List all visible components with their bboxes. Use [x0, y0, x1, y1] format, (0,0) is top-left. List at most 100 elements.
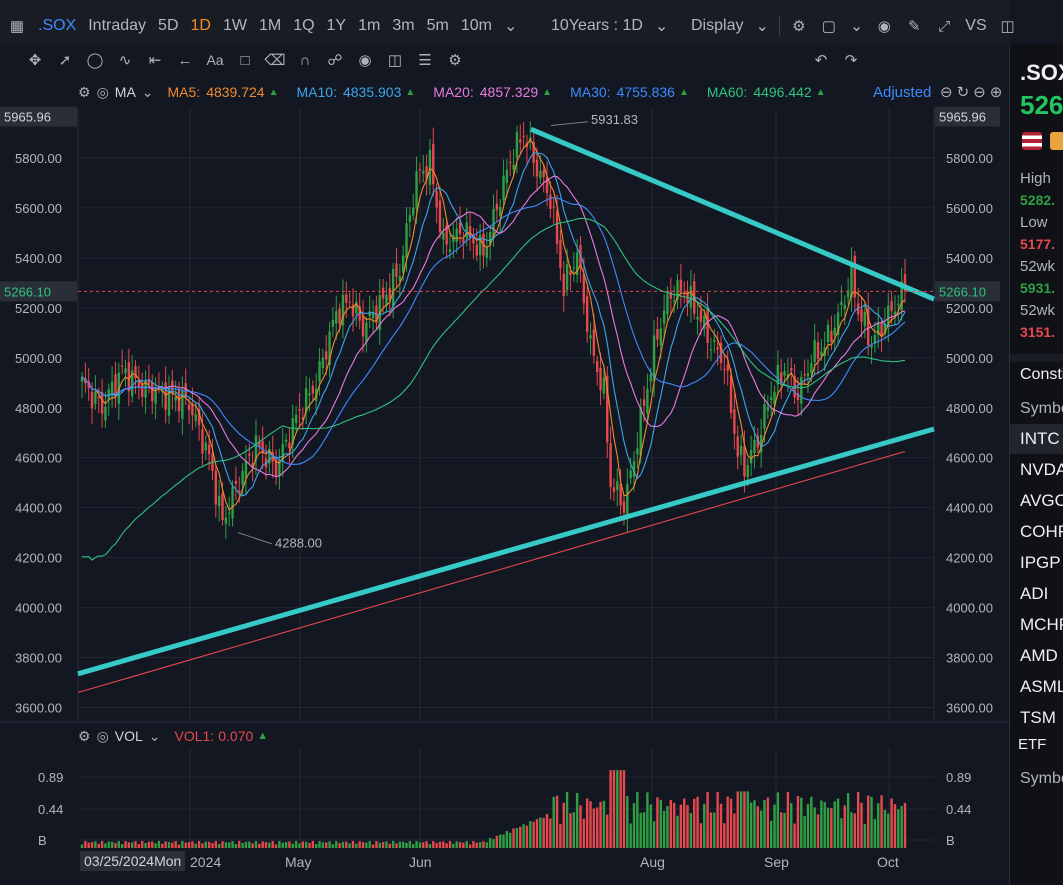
price-axis-tick-left: 5800.00	[15, 151, 62, 166]
etf-tab[interactable]: ETF	[1018, 736, 1047, 753]
candle-body	[120, 365, 124, 367]
constituent-row[interactable]: COHR	[1020, 522, 1063, 541]
candle-body	[408, 215, 412, 222]
trash-icon[interactable]: ◫	[387, 52, 403, 69]
wave-tool-icon[interactable]: ∿	[118, 52, 132, 69]
volume-bar	[488, 838, 492, 848]
settings-icon[interactable]: ⚙	[78, 727, 91, 744]
circle-tool-icon[interactable]: ◯	[86, 52, 104, 69]
settings-icon[interactable]: ⚙	[78, 83, 91, 100]
layers-icon[interactable]: ☰	[418, 52, 432, 69]
range-selector[interactable]: 10Years : 1D	[551, 17, 643, 34]
chevron-down-icon[interactable]: ⌄	[755, 18, 769, 35]
pencil-icon[interactable]: ✎	[907, 18, 921, 35]
volume-bar	[495, 835, 499, 848]
zoom-in-icon[interactable]: ⊕	[989, 84, 1003, 101]
panel-toggle-icon[interactable]: ◫	[1000, 18, 1015, 35]
interval-1m[interactable]: 1M	[258, 17, 282, 34]
restore-icon[interactable]: ↻	[956, 84, 970, 101]
chevron-down-icon[interactable]: ⌄	[148, 727, 161, 744]
undo-icon[interactable]: ↶	[814, 52, 828, 69]
symbol-column-header-2[interactable]: Symbo	[1020, 770, 1063, 787]
settings-icon[interactable]: ⚙	[448, 52, 462, 69]
constituent-row[interactable]: AMD	[1020, 646, 1058, 665]
volume-bar	[693, 798, 696, 848]
interval-5d[interactable]: 5D	[158, 17, 179, 34]
quote-side-panel: .SOX 526 High 5282. Low 5177. 52wk 5931.…	[1009, 44, 1063, 885]
constituent-row[interactable]: NVDA	[1020, 460, 1063, 479]
settings-icon[interactable]: ⚙	[792, 18, 806, 35]
constituent-row[interactable]: IPGP	[1020, 553, 1061, 572]
symbol-column-header[interactable]: Symbo	[1020, 400, 1063, 417]
plot-area[interactable]	[78, 108, 934, 720]
candle-body	[137, 381, 141, 388]
volume-bar	[425, 841, 428, 848]
candle-body	[826, 324, 830, 343]
candle-body	[509, 162, 512, 164]
camera-icon[interactable]: ◉	[877, 18, 891, 35]
constituent-row[interactable]: INTC	[1010, 424, 1063, 454]
display-button[interactable]: Display	[691, 17, 744, 34]
interval-5m[interactable]: 5m	[426, 17, 449, 34]
support-trendline[interactable]	[77, 426, 935, 677]
interval-1w[interactable]: 1W	[222, 17, 247, 34]
text-tool-icon[interactable]: Aa	[206, 52, 224, 68]
volume-axis-tick-left: B	[38, 833, 47, 848]
volume-bar	[606, 814, 609, 848]
interval-intraday[interactable]: Intraday	[88, 17, 147, 34]
constituent-row[interactable]: TSM	[1020, 708, 1056, 727]
volume-bar	[378, 842, 381, 848]
symbol-selector[interactable]: .SOX	[38, 17, 77, 34]
price-chart[interactable]: 5800.00 5800.00 5600.00 5600.00 5400.00 5400.…	[0, 0, 1009, 885]
candle-body	[288, 442, 291, 449]
zoom-out-icon[interactable]: ⊖	[973, 84, 986, 101]
arrow-tool-icon[interactable]: ←	[177, 51, 193, 69]
alert-icon[interactable]	[1050, 132, 1063, 150]
volume-bar	[676, 815, 679, 848]
constituent-row[interactable]: ADI	[1020, 584, 1049, 603]
constituent-row[interactable]: ASML	[1020, 677, 1063, 696]
indicator-type[interactable]: MA	[114, 84, 136, 100]
chevron-down-icon[interactable]: ⌄	[849, 18, 864, 35]
move-icon[interactable]: ✥	[28, 52, 42, 69]
interval-1d[interactable]: 1D	[190, 17, 211, 34]
chevron-down-icon[interactable]: ⌄	[503, 18, 518, 35]
volume-bar	[823, 802, 826, 848]
adjusted-toggle[interactable]: Adjusted	[873, 83, 932, 101]
eye-icon[interactable]: ◉	[358, 52, 372, 69]
square-icon[interactable]: ▢	[821, 18, 836, 35]
candle-body	[759, 434, 763, 453]
fullscreen-icon[interactable]: ⤢	[938, 17, 951, 35]
comment-tool-icon[interactable]: □	[240, 51, 250, 69]
constituents-tab[interactable]: Consti	[1020, 366, 1063, 383]
grid-icon[interactable]: ▦	[9, 18, 25, 35]
lock-icon[interactable]: ☍	[327, 52, 343, 69]
visibility-icon[interactable]: ◎	[96, 83, 109, 100]
line-tool-icon[interactable]: ➚	[58, 52, 72, 69]
volume-bar	[532, 821, 535, 848]
chevron-down-icon[interactable]: ⌄	[141, 83, 154, 100]
interval-10m[interactable]: 10m	[460, 17, 492, 34]
interval-1y[interactable]: 1Y	[326, 17, 347, 34]
interval-1m[interactable]: 1m	[358, 17, 381, 34]
interval-1q[interactable]: 1Q	[293, 17, 315, 34]
volume-type[interactable]: VOL	[114, 728, 143, 744]
candle-body	[585, 296, 589, 332]
measure-tool-icon[interactable]: ⇤	[148, 52, 162, 69]
compare-button[interactable]: VS	[965, 17, 987, 34]
redo-icon[interactable]: ↷	[844, 52, 858, 69]
interval-3m[interactable]: 3m	[392, 17, 415, 34]
constituent-row[interactable]: AVGO	[1020, 491, 1063, 510]
volume-bar	[860, 802, 863, 848]
magnet-icon[interactable]: ∩	[299, 51, 311, 69]
constituent-row[interactable]: MCHP	[1020, 615, 1063, 634]
visibility-icon[interactable]: ◎	[96, 727, 109, 744]
chevron-down-icon[interactable]: ⌄	[654, 18, 669, 35]
resistance-trendline[interactable]	[530, 126, 935, 302]
minus-icon[interactable]: ⊖	[940, 84, 953, 101]
volume-bar	[870, 796, 873, 848]
eraser-icon[interactable]: ⌫	[264, 52, 286, 69]
hover-date-tag: 03/25/2024Mon	[80, 851, 186, 871]
candle-body	[391, 268, 395, 307]
candle-body	[425, 166, 428, 180]
